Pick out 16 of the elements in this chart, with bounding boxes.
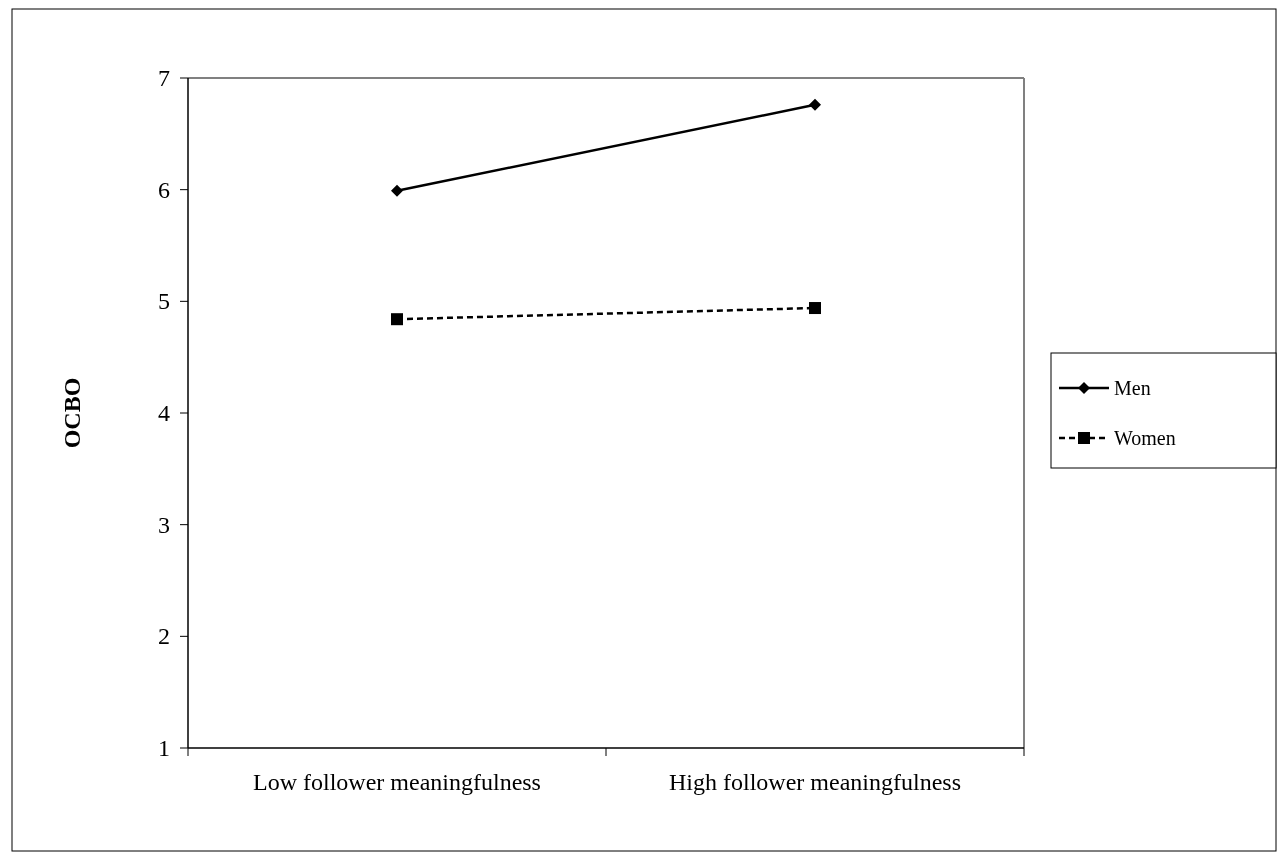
y-tick-label: 7 [158, 65, 170, 91]
y-tick-label: 1 [158, 735, 170, 761]
point [809, 302, 821, 315]
point [391, 313, 403, 326]
y-tick-label: 3 [158, 511, 170, 538]
x-tick-label: High follower meaningfulness [669, 769, 961, 795]
x-tick-label: Low follower meaningfulness [253, 769, 541, 795]
y-axis-title: OCBO [59, 377, 85, 449]
legend-label: Women [1114, 427, 1176, 449]
legend-label: Men [1114, 377, 1151, 399]
y-tick-label: 6 [158, 176, 170, 203]
y-tick-label: 4 [158, 400, 170, 426]
y-tick-label: 5 [158, 288, 170, 315]
point [809, 98, 821, 111]
point [391, 184, 403, 197]
y-tick-label: 2 [158, 623, 170, 650]
